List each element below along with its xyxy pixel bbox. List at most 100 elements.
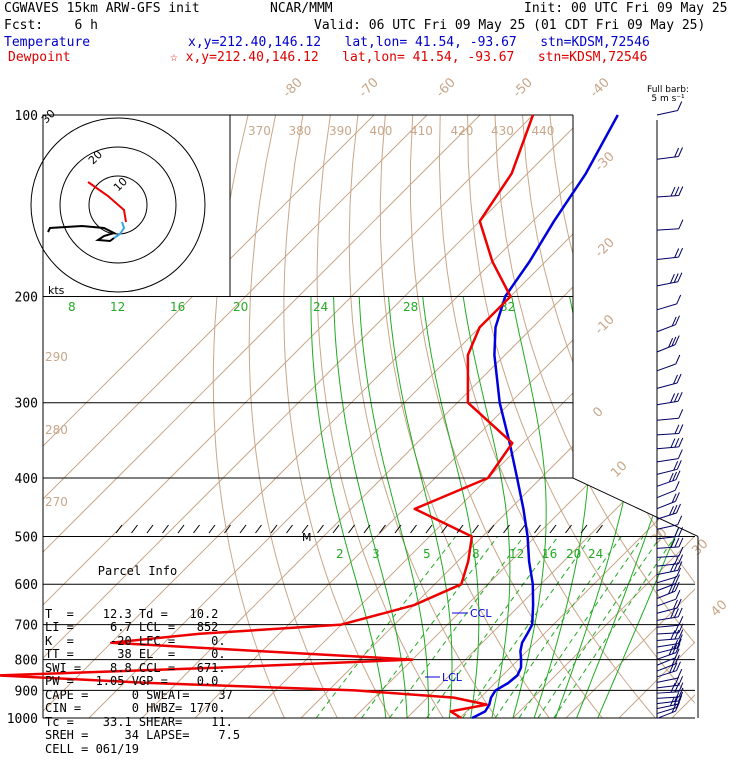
dry-adiabat — [550, 115, 740, 718]
wind-barb — [657, 229, 679, 230]
hodograph-frame — [43, 115, 230, 297]
isotherm-label: -60 — [433, 75, 459, 101]
dry-adiabat — [605, 115, 740, 718]
wind-barb — [657, 692, 679, 693]
wind-barb — [657, 490, 675, 497]
wind-barb-flag — [678, 516, 682, 525]
mixing-ratio-label: 24 — [313, 300, 328, 314]
wind-barb-flag — [679, 538, 683, 547]
wind-barb-flag — [679, 148, 683, 157]
wind-barb-flag — [675, 481, 679, 490]
wind-barb — [657, 434, 679, 435]
pressure-tick-label: 200 — [15, 291, 38, 306]
wind-barb-flag — [677, 295, 681, 304]
isotherm-label: 30 — [689, 537, 711, 559]
isotherm-label: 0 — [590, 404, 606, 420]
tropopause-hatch — [163, 525, 169, 533]
parcel-info-title: Parcel Info — [45, 565, 230, 579]
valid-time: Valid: 06 UTC Fri 09 May 25 (01 CDT Fri … — [314, 19, 705, 33]
theta-label: 370 — [248, 124, 271, 138]
wind-barb-flag — [675, 249, 679, 258]
tropopause-hatch — [318, 525, 324, 533]
pressure-tick-label: 1000 — [7, 712, 38, 727]
wind-barb-flag — [679, 220, 683, 229]
isotherm-label: -50 — [510, 75, 536, 101]
wind-barb-flag — [675, 187, 679, 196]
pressure-tick-label: 100 — [15, 109, 38, 124]
theta-label: 420 — [451, 124, 474, 138]
wind-barb-flag — [679, 187, 683, 196]
parcel-info-row: CAPE = 0 SWEAT= 37 — [45, 689, 230, 703]
parcel-info-row: T = 12.3 Td = 10.2 — [45, 608, 230, 622]
tropopause-hatch — [349, 525, 355, 533]
wind-barb — [657, 459, 678, 462]
isotherm-label: -20 — [592, 235, 618, 261]
wind-barb-flag — [678, 608, 682, 617]
tropopause-hatch — [194, 525, 200, 533]
wind-barb — [657, 633, 679, 634]
wind-barb — [657, 157, 679, 160]
parcel-info-row: Tc = 33.1 SHEAR= 11. — [45, 716, 230, 730]
wind-barb-flag — [675, 528, 679, 537]
mixing-ratio-label: 8 — [472, 547, 480, 561]
wind-barb — [657, 364, 676, 371]
wind-barb-flag — [675, 438, 679, 447]
init-time: Init: 00 UTC Fri 09 May 25 — [524, 2, 728, 16]
theta-label: 290 — [45, 350, 68, 364]
wind-barb-flag — [674, 609, 678, 618]
wind-barb — [657, 111, 678, 116]
wind-barb — [657, 447, 679, 449]
dry-adiabat — [380, 115, 549, 718]
isotherm-label: 40 — [708, 598, 730, 620]
wind-barb — [657, 678, 678, 682]
pressure-tick-label: 300 — [15, 397, 38, 412]
mixing-ratio-label: 16 — [170, 300, 185, 314]
wind-barb-label-text: Full barb: 5 m s⁻¹ — [638, 86, 698, 104]
isotherm-label: -40 — [587, 75, 613, 101]
pressure-tick-label: 600 — [15, 578, 38, 593]
wind-barb-flag — [678, 450, 682, 459]
tropopause-hatch — [256, 525, 262, 533]
parcel-info-row: LI = 6.7 LCL = 852 — [45, 621, 230, 635]
theta-label: 410 — [410, 124, 433, 138]
isotherm-line — [566, 115, 740, 718]
hodograph-units: kts — [48, 284, 65, 297]
mixing-ratio-label: 8 — [68, 300, 76, 314]
tropopause-hatch — [271, 525, 277, 533]
wind-barb — [657, 564, 679, 566]
isotherm-label: -80 — [280, 75, 306, 101]
wind-barb-flag — [675, 148, 679, 157]
theta-label: 400 — [370, 124, 393, 138]
wind-barb-flag — [671, 439, 675, 448]
parcel-info-row: SREH = 34 LAPSE= 7.5 — [45, 729, 230, 743]
mixing-ratio-label: 2 — [336, 547, 344, 561]
tropopause-hatch — [411, 525, 417, 533]
model-title: CGWAVES 15km ARW-GFS init — [4, 2, 200, 16]
mixing-ratio-label: 5 — [423, 547, 431, 561]
org-label: NCAR/MMM — [270, 2, 333, 16]
wind-barb-flag — [679, 409, 683, 418]
ccl-label: CCL — [470, 607, 492, 620]
tropopause-hatch — [550, 525, 556, 533]
wind-barb-flag — [671, 187, 675, 196]
wind-barb-flag — [679, 438, 683, 447]
wind-barb — [657, 556, 679, 557]
tropopause-hatch — [442, 525, 448, 533]
theta-label: 430 — [491, 124, 514, 138]
wind-barb-label: Full barb: 5 m s⁻¹ — [638, 86, 698, 104]
parcel-info-row: SWI = 8.8 CCL = 671. — [45, 662, 230, 676]
tropopause-hatch — [116, 525, 122, 533]
tropopause-hatch — [287, 525, 293, 533]
wind-barb — [657, 685, 679, 688]
isotherm-label: -70 — [356, 75, 382, 101]
wind-barb-flag — [676, 355, 680, 364]
temperature-location: x,y=212.40,146.12 lat,lon= 41.54, -93.67… — [188, 36, 650, 50]
parcel-info-row: TT = 38 EL = 0. — [45, 648, 230, 662]
tropopause-hatch — [364, 525, 370, 533]
wind-barb-flag — [676, 590, 680, 599]
dry-adiabat — [523, 115, 740, 718]
wind-barb-flag — [679, 425, 683, 434]
wind-barb-flag — [675, 538, 679, 547]
